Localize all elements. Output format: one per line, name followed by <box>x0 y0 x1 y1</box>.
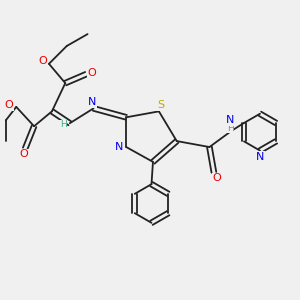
Text: N: N <box>88 97 96 107</box>
Text: H: H <box>60 120 67 129</box>
Text: H: H <box>227 124 234 133</box>
Text: N: N <box>115 142 123 152</box>
Text: N: N <box>256 152 264 162</box>
Text: O: O <box>19 149 28 160</box>
Text: S: S <box>157 100 164 110</box>
Text: N: N <box>226 115 234 125</box>
Text: O: O <box>212 173 221 183</box>
Text: O: O <box>88 68 96 78</box>
Text: O: O <box>4 100 13 110</box>
Text: O: O <box>38 56 47 66</box>
